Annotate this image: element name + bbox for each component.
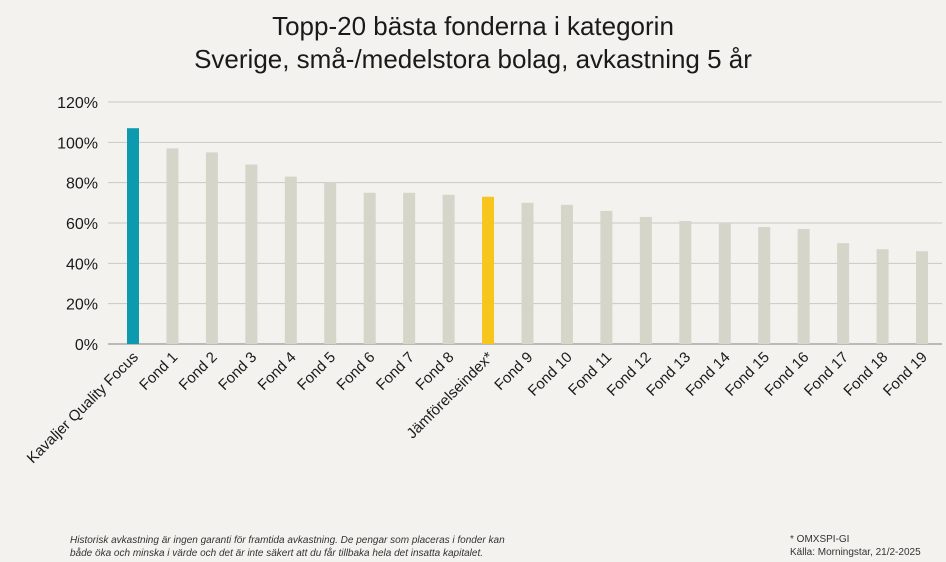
y-tick-label: 80% <box>66 176 98 193</box>
bar <box>679 220 692 344</box>
x-tick-label: Fond 4 <box>255 349 300 394</box>
bar <box>876 249 889 344</box>
bar <box>363 192 376 344</box>
bar <box>521 202 534 344</box>
x-tick-label: Fond 7 <box>373 349 418 394</box>
y-tick-label: 0% <box>75 337 98 354</box>
y-tick-label: 20% <box>66 297 98 314</box>
bar <box>560 204 573 344</box>
disclaimer: Historisk avkastning är ingen garanti fö… <box>70 534 505 560</box>
source-block: * OMXSPI-GI Källa: Morningstar, 21/2-202… <box>790 533 921 559</box>
x-tick-label: Kavaljer Quality Focus <box>24 349 142 467</box>
bar <box>205 152 218 344</box>
bar <box>403 192 416 344</box>
x-tick-label: Fond 5 <box>294 349 339 394</box>
bar <box>837 243 850 344</box>
y-axis-ticks: 0% 20% 40% 60% 80% 100% 120% <box>57 95 98 354</box>
disclaimer-line-2: både öka och minska i värde och det är i… <box>70 548 484 559</box>
bar-chart: 0% 20% 40% 60% 80% 100% 120% Kavaljer Quality … <box>24 95 942 467</box>
x-tick-label: Fond 1 <box>136 349 181 394</box>
bar <box>284 176 297 344</box>
bar <box>797 229 810 344</box>
y-tick-label: 100% <box>57 135 98 152</box>
x-tick-label: Fond 3 <box>215 349 260 394</box>
x-tick-label: Fond 19 <box>880 349 931 400</box>
index-footnote: * OMXSPI-GI <box>790 534 850 545</box>
source-text: Källa: Morningstar, 21/2-2025 <box>790 547 921 558</box>
bar <box>442 194 455 344</box>
y-tick-label: 40% <box>66 256 98 273</box>
bar <box>166 148 179 344</box>
bar <box>758 227 771 344</box>
bar <box>482 196 495 344</box>
bar <box>639 216 652 344</box>
chart-title: Topp-20 bästa fonderna i kategorin <box>272 11 674 41</box>
disclaimer-line-1: Historisk avkastning är ingen garanti fö… <box>70 535 505 546</box>
chart-title-block: Topp-20 bästa fonderna i kategorin Sveri… <box>0 10 946 76</box>
bar <box>127 128 139 344</box>
bar <box>600 210 613 344</box>
bar <box>245 164 258 344</box>
x-tick-label: Fond 2 <box>176 349 221 394</box>
y-tick-label: 60% <box>66 216 98 233</box>
bar <box>718 223 731 344</box>
bar <box>916 251 928 344</box>
y-tick-label: 120% <box>57 95 98 112</box>
x-tick-label: Fond 6 <box>333 349 378 394</box>
bar <box>324 182 337 344</box>
x-tick-label: Fond 10 <box>525 349 576 400</box>
bars <box>127 128 928 344</box>
chart-subtitle: Sverige, små-/medelstora bolag, avkastni… <box>194 44 752 74</box>
